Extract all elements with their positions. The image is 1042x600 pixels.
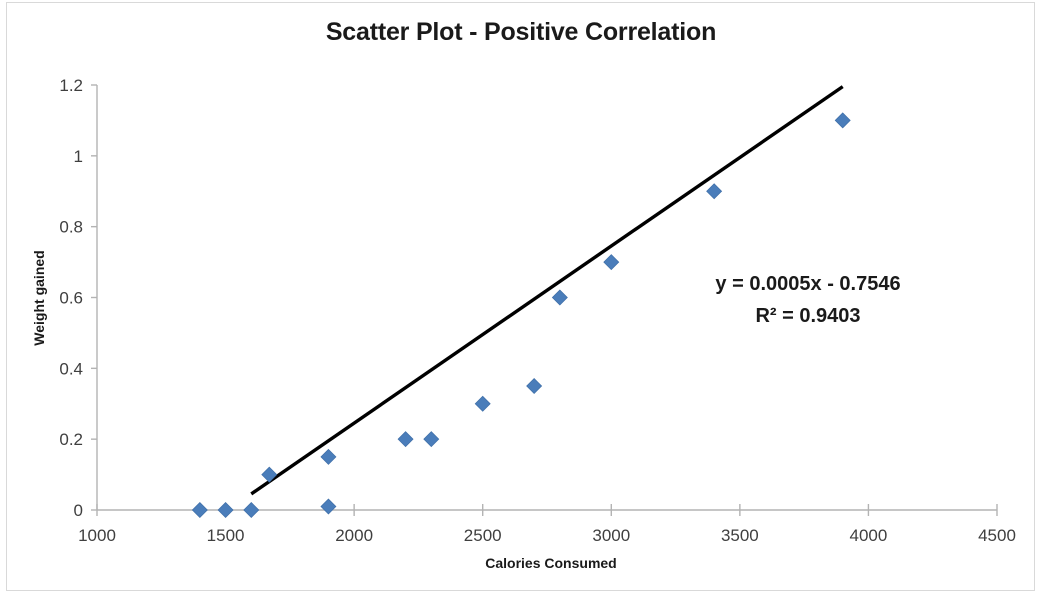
y-tick-label: 0.2 xyxy=(59,430,83,449)
y-tick-label: 0.4 xyxy=(59,359,83,378)
y-axis-tick-labels: 0 0.2 0.4 0.6 0.8 1 1.2 xyxy=(59,76,83,520)
trendline-equation-label: y = 0.0005x - 0.7546 xyxy=(715,273,900,295)
y-tick-label: 0.6 xyxy=(59,289,83,308)
data-point xyxy=(834,112,851,129)
data-point xyxy=(423,431,440,448)
x-tick-label: 1000 xyxy=(78,526,116,545)
x-tick-label: 4000 xyxy=(850,526,888,545)
x-axis-tick-labels: 1000 1500 2000 2500 3000 3500 4000 4500 xyxy=(78,526,1016,545)
x-tick-label: 1500 xyxy=(207,526,245,545)
y-axis-ticks xyxy=(91,84,97,511)
data-point xyxy=(526,378,543,395)
data-point xyxy=(320,498,337,515)
data-point xyxy=(191,502,208,518)
data-point xyxy=(217,502,234,518)
data-point xyxy=(397,431,414,448)
x-tick-label: 3000 xyxy=(592,526,630,545)
x-axis-title: Calories Consumed xyxy=(485,555,616,571)
x-tick-label: 2500 xyxy=(464,526,502,545)
x-tick-label: 4500 xyxy=(978,526,1016,545)
chart-title: Scatter Plot - Positive Correlation xyxy=(325,18,717,46)
trendline xyxy=(250,85,844,496)
data-point xyxy=(474,395,491,412)
data-point xyxy=(551,289,568,306)
y-tick-label: 1.2 xyxy=(59,76,83,95)
data-point-markers xyxy=(191,112,851,518)
data-point xyxy=(261,466,278,483)
y-tick-label: 0 xyxy=(74,501,83,520)
y-axis-title: Weight gained xyxy=(31,250,47,345)
y-tick-label: 0.8 xyxy=(59,218,83,237)
x-tick-label: 3500 xyxy=(721,526,759,545)
data-point xyxy=(603,254,620,271)
data-point xyxy=(706,183,723,200)
trendline-r2-label: R² = 0.9403 xyxy=(755,305,860,327)
y-tick-label: 1 xyxy=(74,147,83,166)
data-point xyxy=(320,448,337,465)
data-point xyxy=(243,502,260,518)
x-tick-label: 2000 xyxy=(335,526,373,545)
